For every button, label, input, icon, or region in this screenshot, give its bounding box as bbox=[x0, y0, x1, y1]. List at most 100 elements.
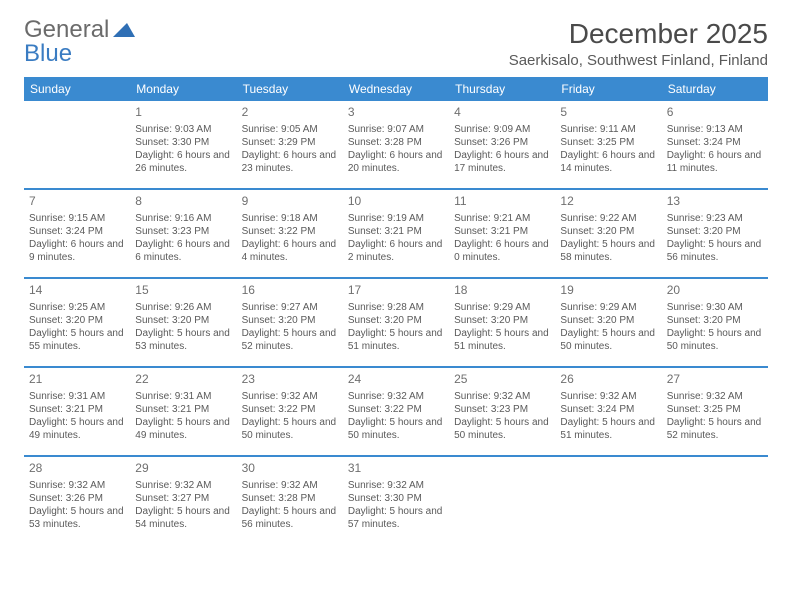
daylight-text: Daylight: 5 hours and 55 minutes. bbox=[29, 327, 125, 353]
day-details: Sunrise: 9:30 AMSunset: 3:20 PMDaylight:… bbox=[667, 301, 763, 353]
day-details: Sunrise: 9:32 AMSunset: 3:22 PMDaylight:… bbox=[348, 390, 444, 442]
day-number: 24 bbox=[348, 372, 444, 388]
daylight-text: Daylight: 5 hours and 52 minutes. bbox=[667, 416, 763, 442]
day-cell: 21 Sunrise: 9:31 AMSunset: 3:21 PMDayligh… bbox=[24, 368, 130, 456]
day-cell: 15 Sunrise: 9:26 AMSunset: 3:20 PMDayligh… bbox=[130, 279, 236, 367]
sunset-text: Sunset: 3:25 PM bbox=[560, 136, 656, 149]
weekday-header: Wednesday bbox=[343, 77, 449, 101]
daylight-text: Daylight: 6 hours and 26 minutes. bbox=[135, 149, 231, 175]
day-cell: 2Sunrise: 9:05 AMSunset: 3:29 PMDaylight… bbox=[237, 101, 343, 189]
sunset-text: Sunset: 3:20 PM bbox=[667, 314, 763, 327]
sunset-text: Sunset: 3:27 PM bbox=[135, 492, 231, 505]
day-number: 30 bbox=[242, 461, 338, 477]
sunset-text: Sunset: 3:26 PM bbox=[29, 492, 125, 505]
day-cell: 12 Sunrise: 9:22 AMSunset: 3:20 PMDayligh… bbox=[555, 190, 661, 278]
sunset-text: Sunset: 3:23 PM bbox=[454, 403, 550, 416]
day-number: 21 bbox=[29, 372, 125, 388]
daylight-text: Daylight: 6 hours and 4 minutes. bbox=[242, 238, 338, 264]
day-details: Sunrise: 9:13 AMSunset: 3:24 PMDaylight:… bbox=[667, 123, 763, 175]
sunrise-text: Sunrise: 9:15 AM bbox=[29, 212, 125, 225]
sunrise-text: Sunrise: 9:18 AM bbox=[242, 212, 338, 225]
title-block: December 2025 Saerkisalo, Southwest Finl… bbox=[509, 18, 768, 69]
sunrise-text: Sunrise: 9:29 AM bbox=[560, 301, 656, 314]
daylight-text: Daylight: 5 hours and 49 minutes. bbox=[135, 416, 231, 442]
sunrise-text: Sunrise: 9:19 AM bbox=[348, 212, 444, 225]
sunset-text: Sunset: 3:22 PM bbox=[242, 403, 338, 416]
day-cell: 18Sunrise: 9:29 AMSunset: 3:20 PMDayligh… bbox=[449, 279, 555, 367]
weekday-header: Thursday bbox=[449, 77, 555, 101]
day-cell: 20Sunrise: 9:30 AMSunset: 3:20 PMDayligh… bbox=[662, 279, 768, 367]
sunrise-text: Sunrise: 9:25 AM bbox=[29, 301, 125, 314]
day-details: Sunrise: 9:32 AMSunset: 3:26 PMDaylight:… bbox=[29, 479, 125, 531]
sunrise-text: Sunrise: 9:29 AM bbox=[454, 301, 550, 314]
week-row: 21 Sunrise: 9:31 AMSunset: 3:21 PMDayligh… bbox=[24, 368, 768, 456]
daylight-text: Daylight: 6 hours and 11 minutes. bbox=[667, 149, 763, 175]
day-cell: 31Sunrise: 9:32 AMSunset: 3:30 PMDayligh… bbox=[343, 457, 449, 545]
daylight-text: Daylight: 5 hours and 49 minutes. bbox=[29, 416, 125, 442]
day-cell: 25Sunrise: 9:32 AMSunset: 3:23 PMDayligh… bbox=[449, 368, 555, 456]
day-cell bbox=[24, 101, 130, 189]
day-details: Sunrise: 9:32 AMSunset: 3:22 PMDaylight:… bbox=[242, 390, 338, 442]
day-number: 6 bbox=[667, 105, 763, 121]
day-cell bbox=[555, 457, 661, 545]
sunrise-text: Sunrise: 9:32 AM bbox=[29, 479, 125, 492]
sunrise-text: Sunrise: 9:32 AM bbox=[348, 390, 444, 403]
daylight-text: Daylight: 5 hours and 50 minutes. bbox=[348, 416, 444, 442]
sunrise-text: Sunrise: 9:32 AM bbox=[135, 479, 231, 492]
day-cell bbox=[662, 457, 768, 545]
day-details: Sunrise: 9:09 AMSunset: 3:26 PMDaylight:… bbox=[454, 123, 550, 175]
sunset-text: Sunset: 3:22 PM bbox=[242, 225, 338, 238]
day-details: Sunrise: 9:27 AMSunset: 3:20 PMDaylight:… bbox=[242, 301, 338, 353]
day-details: Sunrise: 9:23 AMSunset: 3:20 PMDaylight:… bbox=[667, 212, 763, 264]
sunset-text: Sunset: 3:23 PM bbox=[135, 225, 231, 238]
day-number: 12 bbox=[560, 194, 656, 210]
day-number: 13 bbox=[667, 194, 763, 210]
daylight-text: Daylight: 5 hours and 56 minutes. bbox=[242, 505, 338, 531]
day-cell: 22Sunrise: 9:31 AMSunset: 3:21 PMDayligh… bbox=[130, 368, 236, 456]
day-cell: 24 Sunrise: 9:32 AMSunset: 3:22 PMDayligh… bbox=[343, 368, 449, 456]
day-details: Sunrise: 9:22 AMSunset: 3:20 PMDaylight:… bbox=[560, 212, 656, 264]
day-number: 9 bbox=[242, 194, 338, 210]
day-cell: 9 Sunrise: 9:18 AMSunset: 3:22 PMDaylight… bbox=[237, 190, 343, 278]
day-details: Sunrise: 9:16 AMSunset: 3:23 PMDaylight:… bbox=[135, 212, 231, 264]
day-details: Sunrise: 9:32 AMSunset: 3:28 PMDaylight:… bbox=[242, 479, 338, 531]
day-details: Sunrise: 9:19 AMSunset: 3:21 PMDaylight:… bbox=[348, 212, 444, 264]
day-details: Sunrise: 9:32 AMSunset: 3:23 PMDaylight:… bbox=[454, 390, 550, 442]
day-number: 29 bbox=[135, 461, 231, 477]
sunset-text: Sunset: 3:20 PM bbox=[560, 314, 656, 327]
day-cell bbox=[449, 457, 555, 545]
day-number: 5 bbox=[560, 105, 656, 121]
sunrise-text: Sunrise: 9:31 AM bbox=[135, 390, 231, 403]
day-cell: 6 Sunrise: 9:13 AMSunset: 3:24 PMDaylight… bbox=[662, 101, 768, 189]
day-details: Sunrise: 9:29 AMSunset: 3:20 PMDaylight:… bbox=[560, 301, 656, 353]
day-number: 15 bbox=[135, 283, 231, 299]
day-number: 31 bbox=[348, 461, 444, 477]
sunset-text: Sunset: 3:24 PM bbox=[560, 403, 656, 416]
sunset-text: Sunset: 3:29 PM bbox=[242, 136, 338, 149]
day-number: 19 bbox=[560, 283, 656, 299]
day-details: Sunrise: 9:31 AMSunset: 3:21 PMDaylight:… bbox=[135, 390, 231, 442]
day-details: Sunrise: 9:15 AMSunset: 3:24 PMDaylight:… bbox=[29, 212, 125, 264]
day-details: Sunrise: 9:26 AMSunset: 3:20 PMDaylight:… bbox=[135, 301, 231, 353]
day-number: 23 bbox=[242, 372, 338, 388]
day-number: 7 bbox=[29, 194, 125, 210]
day-details: Sunrise: 9:18 AMSunset: 3:22 PMDaylight:… bbox=[242, 212, 338, 264]
weekday-header: Monday bbox=[130, 77, 236, 101]
weekday-header: Friday bbox=[555, 77, 661, 101]
day-details: Sunrise: 9:31 AMSunset: 3:21 PMDaylight:… bbox=[29, 390, 125, 442]
sunrise-text: Sunrise: 9:28 AM bbox=[348, 301, 444, 314]
weekday-header: Sunday bbox=[24, 77, 130, 101]
sunset-text: Sunset: 3:25 PM bbox=[667, 403, 763, 416]
daylight-text: Daylight: 5 hours and 58 minutes. bbox=[560, 238, 656, 264]
day-cell: 7 Sunrise: 9:15 AMSunset: 3:24 PMDaylight… bbox=[24, 190, 130, 278]
sunrise-text: Sunrise: 9:11 AM bbox=[560, 123, 656, 136]
day-cell: 30 Sunrise: 9:32 AMSunset: 3:28 PMDayligh… bbox=[237, 457, 343, 545]
sunrise-text: Sunrise: 9:03 AM bbox=[135, 123, 231, 136]
day-cell: 4Sunrise: 9:09 AMSunset: 3:26 PMDaylight… bbox=[449, 101, 555, 189]
sunset-text: Sunset: 3:20 PM bbox=[242, 314, 338, 327]
week-row: 14Sunrise: 9:25 AMSunset: 3:20 PMDayligh… bbox=[24, 279, 768, 367]
day-cell: 5Sunrise: 9:11 AMSunset: 3:25 PMDaylight… bbox=[555, 101, 661, 189]
week-row: 28Sunrise: 9:32 AMSunset: 3:26 PMDayligh… bbox=[24, 457, 768, 545]
daylight-text: Daylight: 6 hours and 0 minutes. bbox=[454, 238, 550, 264]
logo-text: General Blue bbox=[24, 18, 135, 66]
